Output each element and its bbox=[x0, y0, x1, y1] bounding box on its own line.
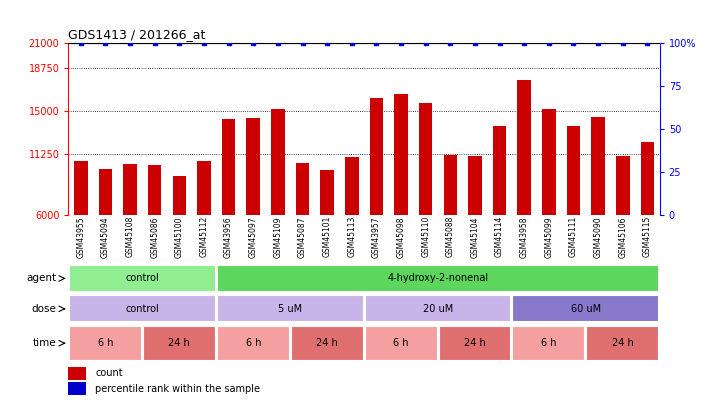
Bar bbox=[247, 118, 260, 215]
Bar bbox=[68, 367, 87, 380]
Text: percentile rank within the sample: percentile rank within the sample bbox=[95, 384, 260, 394]
Point bbox=[124, 39, 136, 46]
Bar bbox=[567, 126, 580, 215]
Bar bbox=[419, 103, 433, 215]
Text: 6 h: 6 h bbox=[394, 338, 409, 348]
Bar bbox=[68, 382, 87, 395]
Bar bbox=[591, 117, 605, 215]
Point bbox=[567, 39, 579, 46]
Bar bbox=[345, 157, 358, 215]
Text: 6 h: 6 h bbox=[541, 338, 557, 348]
Point bbox=[371, 39, 382, 46]
FancyBboxPatch shape bbox=[513, 295, 659, 322]
Point bbox=[593, 39, 604, 46]
FancyBboxPatch shape bbox=[513, 326, 585, 360]
FancyBboxPatch shape bbox=[69, 326, 142, 360]
Bar bbox=[148, 165, 162, 215]
Bar bbox=[172, 176, 186, 215]
Point bbox=[494, 39, 505, 46]
Bar bbox=[493, 126, 506, 215]
FancyBboxPatch shape bbox=[365, 295, 511, 322]
Point bbox=[617, 39, 629, 46]
Point bbox=[518, 39, 530, 46]
Text: 6 h: 6 h bbox=[98, 338, 113, 348]
FancyBboxPatch shape bbox=[217, 326, 290, 360]
Text: 24 h: 24 h bbox=[612, 338, 634, 348]
Point bbox=[99, 39, 111, 46]
Point bbox=[75, 39, 87, 46]
Point bbox=[445, 39, 456, 46]
FancyBboxPatch shape bbox=[586, 326, 659, 360]
Text: count: count bbox=[95, 368, 123, 378]
Point bbox=[223, 39, 234, 46]
Bar bbox=[99, 169, 112, 215]
Point bbox=[322, 39, 333, 46]
Text: agent: agent bbox=[26, 273, 56, 283]
Bar bbox=[542, 109, 556, 215]
Point bbox=[247, 39, 259, 46]
Bar bbox=[370, 98, 383, 215]
Text: control: control bbox=[125, 304, 159, 314]
Bar bbox=[320, 170, 334, 215]
FancyBboxPatch shape bbox=[291, 326, 363, 360]
Text: 60 uM: 60 uM bbox=[571, 304, 601, 314]
Text: 24 h: 24 h bbox=[464, 338, 486, 348]
FancyBboxPatch shape bbox=[365, 326, 438, 360]
Bar bbox=[74, 161, 87, 215]
Bar bbox=[641, 142, 654, 215]
Point bbox=[272, 39, 283, 46]
FancyBboxPatch shape bbox=[217, 295, 363, 322]
Text: GDS1413 / 201266_at: GDS1413 / 201266_at bbox=[68, 28, 206, 41]
FancyBboxPatch shape bbox=[69, 265, 216, 292]
FancyBboxPatch shape bbox=[69, 295, 216, 322]
Text: time: time bbox=[32, 338, 56, 348]
Point bbox=[174, 39, 185, 46]
Bar bbox=[222, 119, 235, 215]
Text: 4-hydroxy-2-nonenal: 4-hydroxy-2-nonenal bbox=[387, 273, 489, 283]
Point bbox=[420, 39, 431, 46]
Point bbox=[543, 39, 554, 46]
FancyBboxPatch shape bbox=[438, 326, 511, 360]
Bar bbox=[271, 109, 285, 215]
FancyBboxPatch shape bbox=[217, 265, 659, 292]
Bar bbox=[123, 164, 137, 215]
Point bbox=[642, 39, 653, 46]
Point bbox=[395, 39, 407, 46]
Bar bbox=[198, 161, 211, 215]
Text: 6 h: 6 h bbox=[246, 338, 261, 348]
Text: control: control bbox=[125, 273, 159, 283]
Bar bbox=[616, 156, 629, 215]
Bar bbox=[394, 94, 408, 215]
Bar bbox=[468, 156, 482, 215]
Text: 20 uM: 20 uM bbox=[423, 304, 453, 314]
Point bbox=[469, 39, 481, 46]
Text: dose: dose bbox=[31, 304, 56, 314]
Point bbox=[198, 39, 210, 46]
Point bbox=[297, 39, 309, 46]
FancyBboxPatch shape bbox=[143, 326, 216, 360]
Text: 24 h: 24 h bbox=[169, 338, 190, 348]
Text: 24 h: 24 h bbox=[317, 338, 338, 348]
Text: 5 uM: 5 uM bbox=[278, 304, 302, 314]
Bar bbox=[296, 163, 309, 215]
Bar bbox=[518, 80, 531, 215]
Bar bbox=[443, 155, 457, 215]
Point bbox=[149, 39, 161, 46]
Point bbox=[346, 39, 358, 46]
